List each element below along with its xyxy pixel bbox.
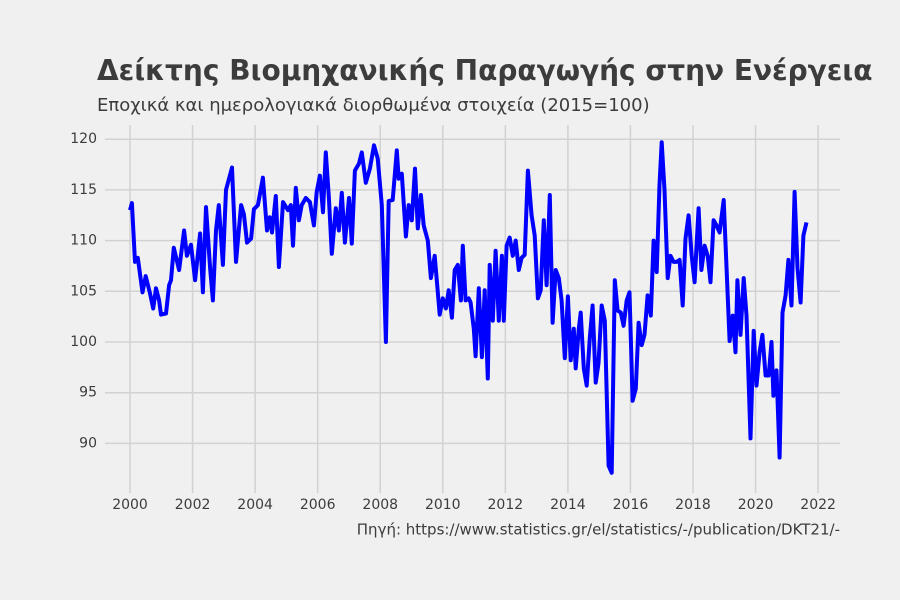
x-tick-label: 2014 (550, 497, 586, 513)
y-tick-label: 105 (70, 283, 97, 299)
source: Πηγή: https://www.statistics.gr/el/stati… (357, 521, 840, 539)
chart-subtitle: Εποχικά και ημερολογιακά διορθωμένα στοι… (97, 95, 650, 116)
x-tick-label: 2010 (425, 497, 461, 513)
x-tick-label: 2000 (112, 497, 148, 513)
y-tick-label: 95 (79, 385, 97, 401)
x-tick-label: 2020 (738, 497, 774, 513)
x-tick-label: 2012 (488, 497, 524, 513)
y-tick-label: 90 (79, 435, 97, 451)
y-tick-label: 120 (70, 131, 97, 147)
chart-title: Δείκτης Βιομηχανικής Παραγωγής στην Ενέρ… (97, 54, 872, 87)
x-tick-label: 2016 (613, 497, 649, 513)
data-line (128, 140, 809, 475)
x-tick-label: 2006 (300, 497, 336, 513)
x-tick-label: 2018 (675, 497, 711, 513)
x-tick-label: 2008 (362, 497, 398, 513)
x-tick-label: 2002 (175, 497, 211, 513)
y-tick-label: 100 (70, 334, 97, 350)
y-tick-label: 115 (70, 182, 97, 198)
y-tick-label: 110 (70, 233, 97, 249)
x-tick-label: 2022 (800, 497, 836, 513)
x-tick-label: 2004 (237, 497, 273, 513)
